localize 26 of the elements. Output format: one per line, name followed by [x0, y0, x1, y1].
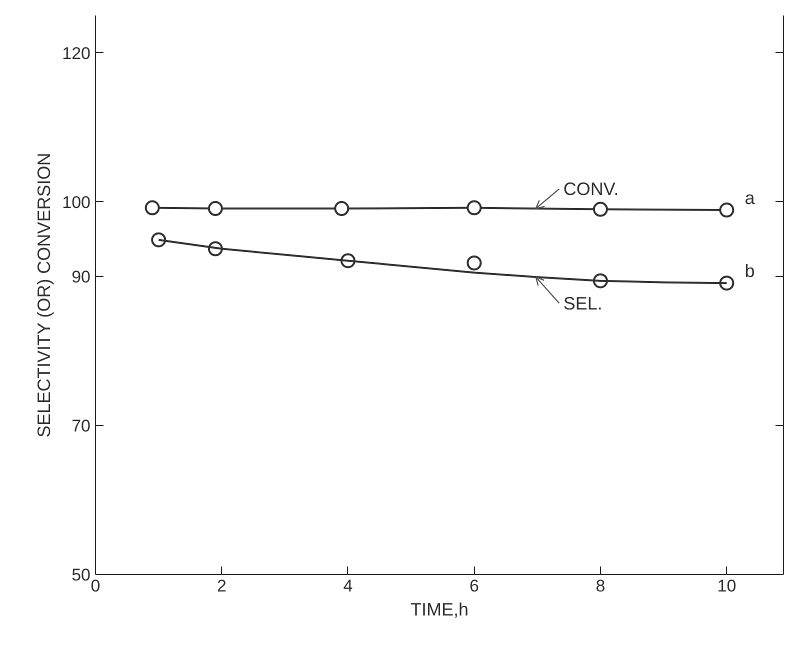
point [208, 201, 223, 216]
y-tick-label: 100 [62, 192, 91, 212]
point [466, 255, 482, 270]
x-tick-label: 2 [217, 576, 226, 596]
x-tick-label: 8 [596, 576, 606, 596]
annotation: a [744, 188, 756, 208]
x-tick-label: 0 [90, 576, 100, 596]
point [719, 276, 734, 291]
y-tick-label: 90 [72, 267, 91, 286]
series-label: CONV. [563, 178, 619, 199]
point [144, 200, 160, 216]
series-label: SEL. [563, 293, 602, 314]
x-tick-label: 10 [717, 576, 736, 596]
y-tick-label: 70 [72, 416, 91, 436]
y-axis-title: SELECTIVITY (OR) CONVERSION [34, 152, 54, 438]
point [151, 232, 166, 248]
x-tick-label: 4 [343, 576, 353, 596]
x-axis-title: TIME,h [410, 600, 469, 620]
point [466, 200, 482, 216]
annotation: b [744, 261, 755, 282]
point [334, 201, 350, 216]
y-tick-label: 120 [62, 44, 91, 63]
y-tick-label: 50 [72, 566, 91, 584]
point [592, 202, 608, 217]
point [719, 202, 734, 218]
x-tick-label: 6 [469, 576, 479, 596]
